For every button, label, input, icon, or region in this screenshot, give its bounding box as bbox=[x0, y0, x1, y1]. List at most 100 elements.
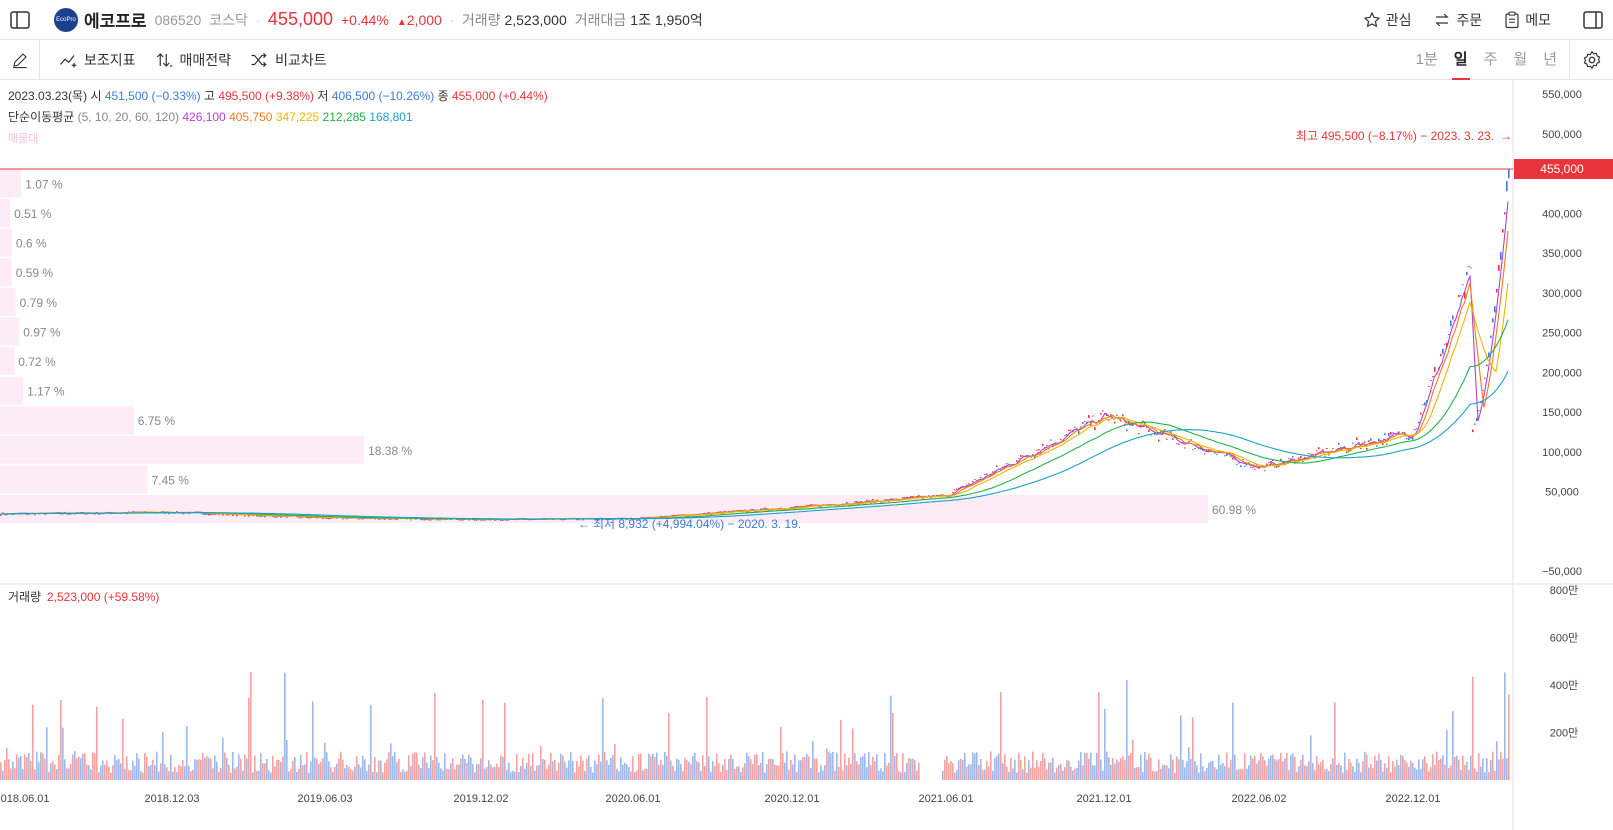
volume-bar bbox=[80, 758, 82, 780]
volume-bar bbox=[432, 759, 434, 780]
volume-bar bbox=[1314, 770, 1316, 780]
volume-bar bbox=[762, 752, 764, 780]
volume-bar bbox=[724, 758, 726, 780]
ma120-value: 168,801 bbox=[369, 110, 413, 124]
candle bbox=[1332, 448, 1334, 450]
volume-bar bbox=[678, 759, 680, 780]
candle bbox=[1166, 438, 1168, 440]
amount-label: 거래대금 bbox=[574, 11, 627, 28]
volume-bar bbox=[840, 719, 842, 780]
volume-bar bbox=[856, 761, 858, 780]
candle bbox=[1282, 461, 1284, 463]
volume-bar bbox=[798, 760, 800, 780]
volume-bar bbox=[774, 764, 776, 780]
volume-bar bbox=[1084, 752, 1086, 780]
volume-bar bbox=[794, 754, 796, 780]
candle bbox=[228, 514, 230, 516]
volume-bar bbox=[1174, 772, 1176, 780]
date-axis-tick: 2022.12.01 bbox=[1385, 793, 1440, 805]
watch-button[interactable]: 관심 bbox=[1363, 10, 1411, 30]
tab-week[interactable]: 주 bbox=[1483, 51, 1498, 68]
candle bbox=[244, 515, 246, 517]
tab-year[interactable]: 년 bbox=[1543, 51, 1557, 68]
volume-bar bbox=[452, 758, 454, 780]
volume-bar bbox=[1152, 770, 1154, 780]
volume-bar bbox=[844, 753, 846, 780]
volume-bar bbox=[852, 728, 854, 780]
candle bbox=[458, 519, 460, 521]
volume-bar bbox=[648, 753, 650, 780]
volume-bar bbox=[1036, 760, 1038, 780]
volume-bar bbox=[1334, 702, 1336, 780]
low-label: 저 bbox=[317, 89, 329, 103]
volume-bar bbox=[608, 764, 610, 780]
volume-bar bbox=[376, 772, 378, 780]
tab-day[interactable]: 일 bbox=[1451, 40, 1470, 80]
volume-bar bbox=[12, 761, 14, 780]
volume-bar bbox=[682, 771, 684, 780]
drawing-tool-button[interactable] bbox=[0, 39, 40, 80]
date-axis-tick: 2020.06.01 bbox=[605, 793, 660, 805]
volume-bar bbox=[1428, 771, 1430, 780]
stock-name[interactable]: 에코프로 bbox=[84, 12, 147, 31]
candle bbox=[1238, 462, 1240, 464]
tab-1min[interactable]: 1분 bbox=[1415, 51, 1438, 68]
order-button[interactable]: 주문 bbox=[1433, 10, 1482, 30]
price-axis-tick: 250,000 bbox=[1542, 328, 1582, 340]
volume-bar bbox=[384, 762, 386, 780]
volume-axis-tick: 600만 bbox=[1550, 632, 1578, 645]
volume-bar bbox=[322, 758, 324, 780]
candle bbox=[1074, 426, 1076, 428]
volume-bar bbox=[218, 771, 220, 780]
volume-bar bbox=[220, 767, 222, 780]
settings-button[interactable] bbox=[1569, 40, 1613, 80]
candle bbox=[1128, 420, 1130, 424]
volume-bar bbox=[1094, 765, 1096, 780]
header-actions: 관심 주문 메모 bbox=[1363, 0, 1613, 40]
candle bbox=[1484, 377, 1486, 379]
sidebar-toggle-icon[interactable] bbox=[0, 0, 40, 40]
indicators-button[interactable]: 보조지표 bbox=[58, 50, 136, 70]
candle bbox=[1254, 468, 1256, 470]
volume-bar bbox=[372, 771, 374, 780]
right-panel-toggle-icon[interactable] bbox=[1573, 0, 1613, 40]
candle bbox=[26, 514, 28, 516]
volume-bar bbox=[274, 766, 276, 780]
candle bbox=[1494, 306, 1496, 313]
tab-month[interactable]: 월 bbox=[1513, 51, 1528, 68]
volume-bar bbox=[460, 758, 462, 780]
volume-bar bbox=[1028, 759, 1030, 780]
volume-bar bbox=[842, 770, 844, 780]
volume-bar bbox=[368, 764, 370, 780]
volume-bar bbox=[350, 769, 352, 780]
candle bbox=[1006, 463, 1008, 465]
memo-button[interactable]: 메모 bbox=[1504, 10, 1551, 30]
price-axis-tick: 200,000 bbox=[1542, 367, 1582, 379]
volume-bar bbox=[200, 759, 202, 780]
strategy-button[interactable]: 매매전략 bbox=[154, 50, 231, 70]
candle bbox=[1160, 430, 1162, 432]
compare-button[interactable]: 비교차트 bbox=[249, 50, 327, 70]
volume-bar bbox=[620, 757, 622, 780]
volume-bar bbox=[1236, 769, 1238, 780]
volume-bar bbox=[414, 752, 416, 780]
volume-bar bbox=[1170, 754, 1172, 780]
volume-bar bbox=[2, 770, 4, 780]
candle bbox=[12, 514, 14, 516]
date-axis-tick: 2022.06.02 bbox=[1231, 793, 1286, 805]
candle bbox=[1446, 342, 1448, 348]
candle bbox=[1406, 438, 1408, 440]
price-chart[interactable]: 60.98 % 7.45 % 18.38 % 6.75 % 1.17 % 0.72 % 0.… bbox=[0, 80, 1613, 830]
volume-bar bbox=[110, 772, 112, 780]
volume-bar bbox=[502, 756, 504, 780]
volume-bar bbox=[308, 772, 310, 780]
volume-bar bbox=[108, 766, 110, 780]
volume-bar bbox=[1120, 758, 1122, 780]
volume-bar bbox=[1082, 765, 1084, 780]
volume-bar bbox=[1278, 759, 1280, 780]
candle bbox=[6, 514, 8, 516]
candle bbox=[1106, 414, 1108, 416]
volume-label: 거래량 bbox=[8, 590, 41, 604]
volume-bar bbox=[1364, 751, 1366, 780]
volume-bar bbox=[1442, 755, 1444, 780]
